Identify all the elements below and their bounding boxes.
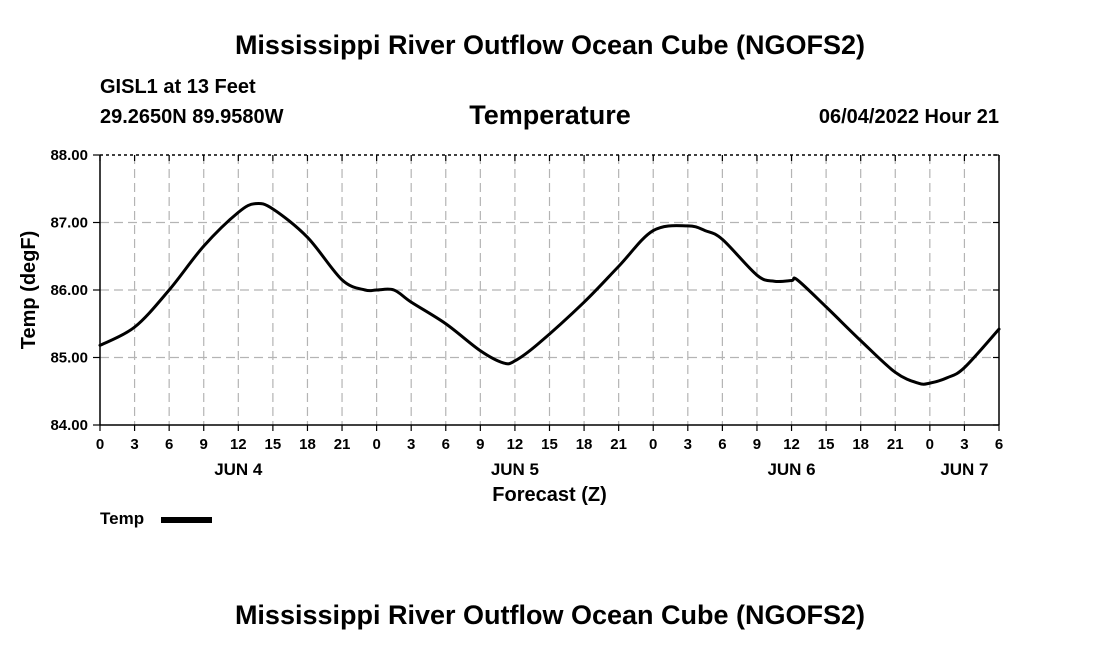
- y-tick-label: 84.00: [50, 417, 88, 434]
- x-tick-label: 15: [541, 436, 558, 453]
- y-tick-label: 87.00: [50, 215, 88, 232]
- x-tick-label: 12: [783, 436, 800, 453]
- x-tick-label: 0: [926, 436, 934, 453]
- y-axis-title: Temp (degF): [18, 231, 40, 350]
- x-tick-label: 3: [130, 436, 138, 453]
- x-axis-title: Forecast (Z): [492, 484, 606, 506]
- y-tick-label: 88.00: [50, 147, 88, 164]
- chart-title: Mississippi River Outflow Ocean Cube (NG…: [234, 30, 866, 60]
- x-tick-label: 15: [818, 436, 835, 453]
- x-tick-label: 3: [407, 436, 415, 453]
- day-label: JUN 4: [214, 460, 263, 479]
- x-tick-label: 0: [372, 436, 380, 453]
- day-label: JUN 5: [491, 460, 539, 479]
- x-tick-label: 12: [507, 436, 524, 453]
- legend-label: Temp: [100, 509, 145, 528]
- x-tick-label: 9: [476, 436, 484, 453]
- day-label: JUN 7: [940, 460, 988, 479]
- x-tick-label: 0: [649, 436, 657, 453]
- x-tick-label: 21: [887, 436, 904, 453]
- x-tick-label: 9: [753, 436, 761, 453]
- y-tick-label: 86.00: [50, 282, 88, 299]
- x-tick-label: 15: [265, 436, 282, 453]
- station-coordinates: 29.2650N 89.9580W: [100, 106, 284, 128]
- x-tick-label: 18: [576, 436, 593, 453]
- x-tick-label: 18: [299, 436, 316, 453]
- variable-title: Temperature: [469, 100, 631, 130]
- x-tick-label: 18: [852, 436, 869, 453]
- x-tick-label: 6: [165, 436, 173, 453]
- legend-line-swatch: [161, 517, 212, 523]
- station-label: GISL1 at 13 Feet: [100, 76, 256, 98]
- footer-title: Mississippi River Outflow Ocean Cube (NG…: [234, 600, 866, 630]
- x-tick-label: 3: [960, 436, 968, 453]
- x-tick-label: 21: [610, 436, 627, 453]
- forecast-datetime: 06/04/2022 Hour 21: [818, 106, 999, 128]
- x-tick-label: 6: [442, 436, 450, 453]
- x-tick-label: 6: [995, 436, 1003, 453]
- x-tick-label: 6: [718, 436, 726, 453]
- x-tick-label: 12: [230, 436, 247, 453]
- x-tick-label: 9: [200, 436, 208, 453]
- series-line-temp: [98, 201, 1001, 386]
- x-tick-label: 3: [684, 436, 692, 453]
- x-tick-label: 21: [334, 436, 351, 453]
- y-tick-label: 85.00: [50, 350, 88, 367]
- x-tick-label: 0: [96, 436, 104, 453]
- day-label: JUN 6: [767, 460, 815, 479]
